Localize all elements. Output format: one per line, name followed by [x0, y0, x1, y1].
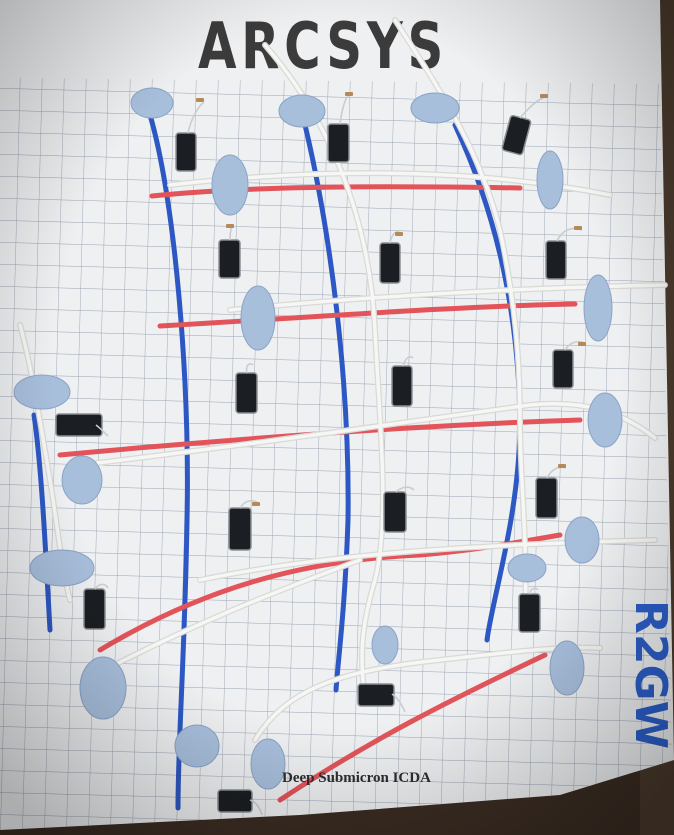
photo-scene: ARCSYS — [0, 0, 674, 835]
